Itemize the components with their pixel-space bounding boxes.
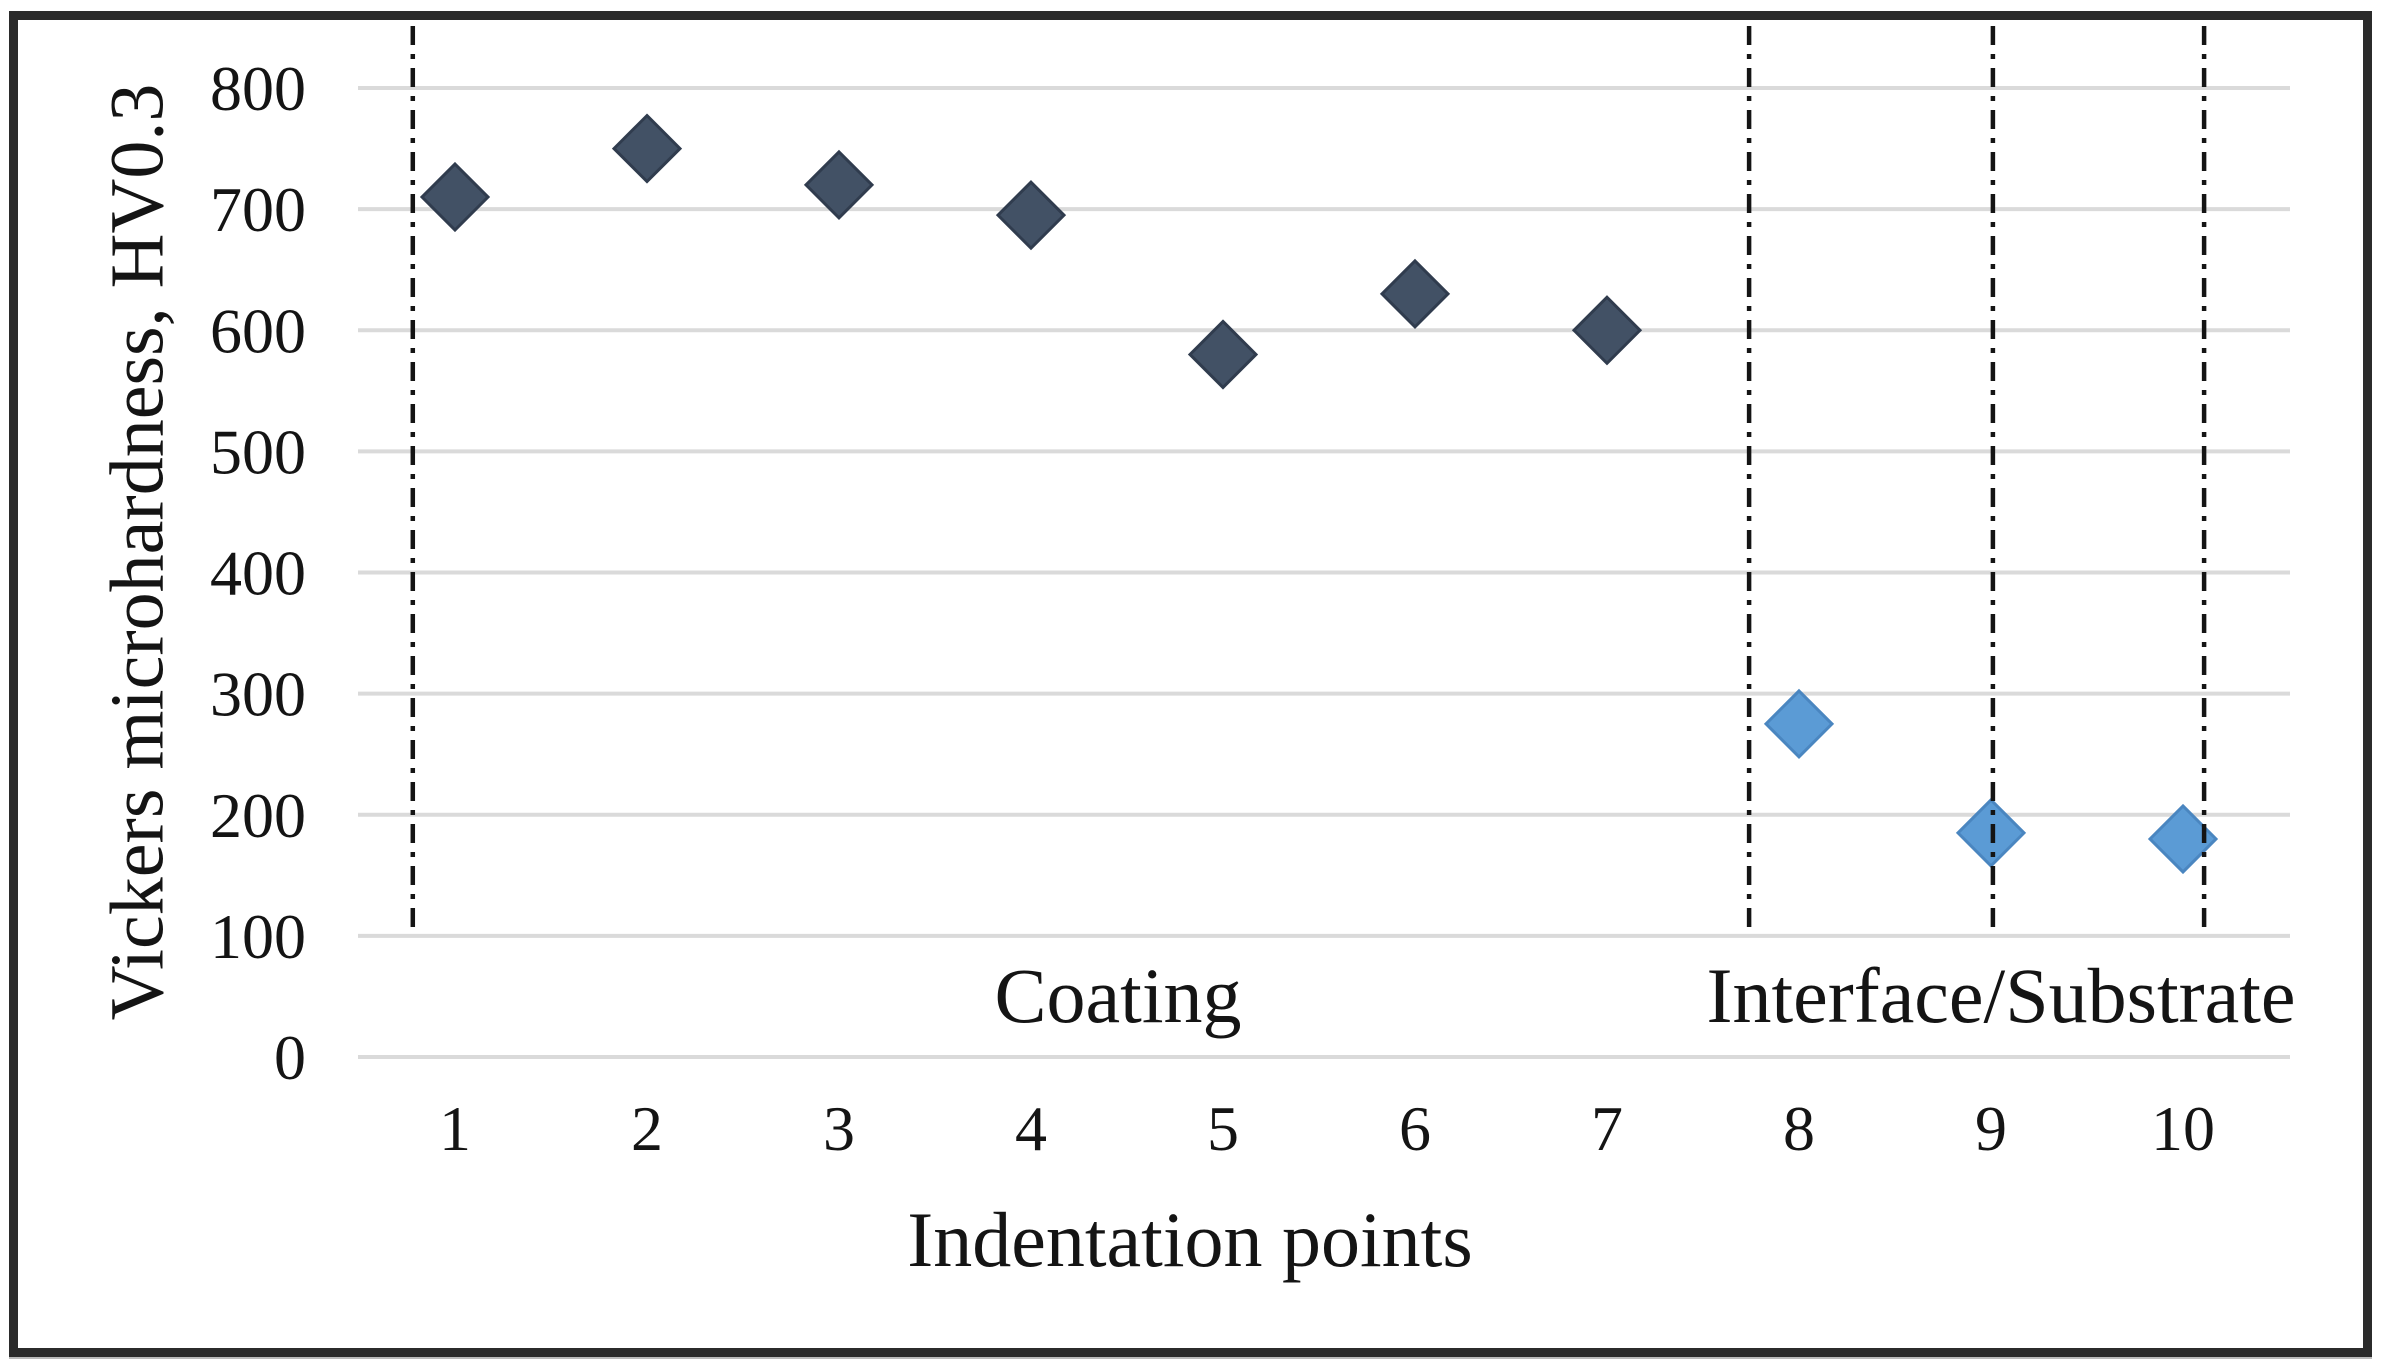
- data-point-diamond: [1763, 688, 1835, 760]
- region-label-coating: Coating: [994, 952, 1242, 1039]
- x-tick-label: 9: [1975, 1093, 2007, 1164]
- x-tick-label: 3: [823, 1093, 855, 1164]
- y-tick-label: 0: [274, 1022, 306, 1093]
- x-tick-label: 8: [1783, 1093, 1815, 1164]
- data-point-diamond: [803, 149, 875, 221]
- x-tick-label: 6: [1399, 1093, 1431, 1164]
- y-tick-label: 700: [210, 174, 306, 245]
- x-tick-label: 4: [1015, 1093, 1047, 1164]
- y-tick-label: 100: [210, 901, 306, 972]
- y-tick-label: 500: [210, 416, 306, 487]
- data-point-diamond: [1379, 258, 1451, 330]
- y-tick-label: 300: [210, 659, 306, 730]
- y-tick-label: 800: [210, 53, 306, 124]
- y-tick-label: 600: [210, 295, 306, 366]
- data-point-diamond: [995, 180, 1067, 251]
- region-label-interface-substrate: Interface/Substrate: [1706, 952, 2296, 1039]
- x-tick-label: 7: [1591, 1093, 1623, 1164]
- x-tick-label: 2: [631, 1093, 663, 1164]
- y-tick-label: 200: [210, 780, 306, 851]
- data-point-diamond: [419, 161, 491, 233]
- data-point-diamond: [1187, 319, 1259, 390]
- data-point-diamond: [611, 113, 683, 184]
- x-axis-title: Indentation points: [907, 1196, 1473, 1283]
- y-tick-label: 400: [210, 538, 306, 609]
- data-point-diamond: [1571, 295, 1643, 366]
- x-tick-label: 10: [2151, 1093, 2215, 1164]
- x-tick-label: 5: [1207, 1093, 1239, 1164]
- y-axis-title: Vickers microhardness, HV0.3: [95, 83, 180, 1021]
- x-tick-label: 1: [439, 1093, 471, 1164]
